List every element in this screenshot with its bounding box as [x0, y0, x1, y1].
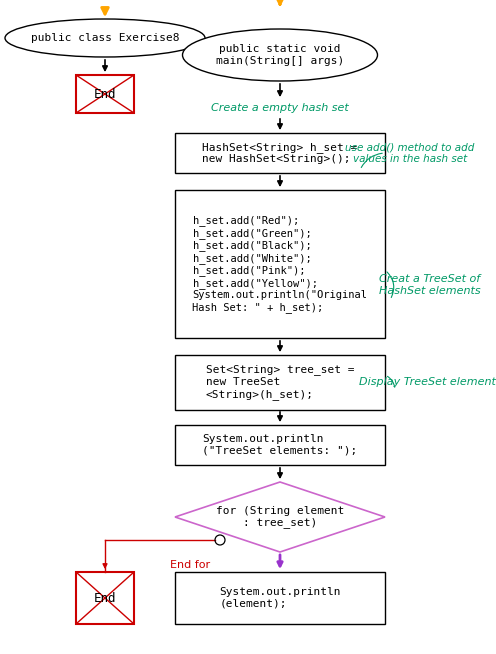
Text: End: End: [94, 88, 116, 101]
Text: public class Exercise8: public class Exercise8: [31, 33, 179, 43]
Bar: [76, 572, 134, 624]
Text: Create a empty hash set: Create a empty hash set: [211, 103, 349, 113]
Text: h_set.add("Red");
h_set.add("Green");
h_set.add("Black");
h_set.add("White");
h_: h_set.add("Red"); h_set.add("Green"); h_…: [192, 215, 368, 313]
Text: System.out.println
("TreeSet elements: ");: System.out.println ("TreeSet elements: "…: [202, 434, 358, 456]
Text: HashSet<String> h_set =
new HashSet<String>();: HashSet<String> h_set = new HashSet<Stri…: [202, 142, 358, 164]
Text: Display TreeSet elements: Display TreeSet elements: [359, 377, 496, 387]
Polygon shape: [175, 482, 385, 552]
Ellipse shape: [183, 29, 377, 81]
Text: System.out.println
(element);: System.out.println (element);: [219, 587, 341, 609]
Bar: [175, 354, 385, 409]
Text: Creat a TreeSet of
HashSet elements: Creat a TreeSet of HashSet elements: [379, 274, 481, 296]
Bar: [175, 425, 385, 465]
Bar: [76, 75, 134, 113]
Text: Set<String> tree_set =
new TreeSet
<String>(h_set);: Set<String> tree_set = new TreeSet <Stri…: [206, 364, 354, 400]
Text: use add() method to add
values in the hash set: use add() method to add values in the ha…: [345, 142, 475, 164]
Text: public static void
main(String[] args): public static void main(String[] args): [216, 44, 344, 66]
Bar: [175, 572, 385, 624]
Ellipse shape: [5, 19, 205, 57]
Text: End: End: [94, 591, 116, 604]
Bar: [175, 133, 385, 173]
Text: for (String element
: tree_set): for (String element : tree_set): [216, 506, 344, 528]
Bar: [175, 190, 385, 338]
Text: End for: End for: [170, 560, 210, 570]
